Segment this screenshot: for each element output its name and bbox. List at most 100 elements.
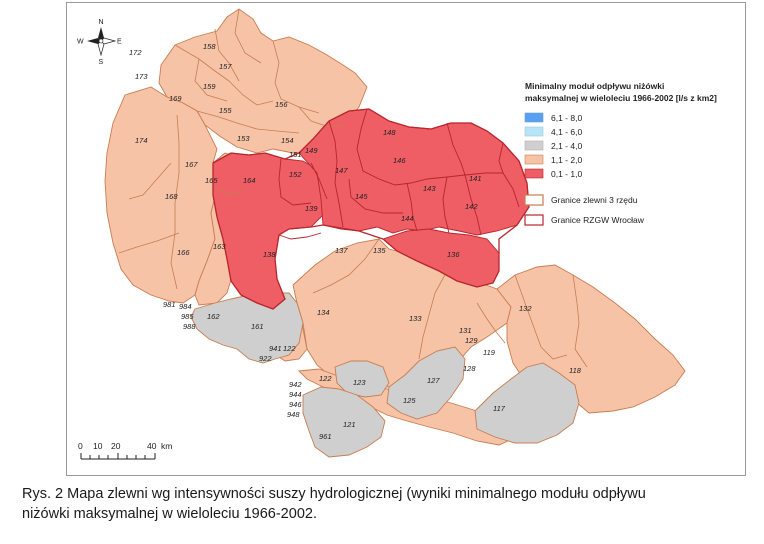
region-117 xyxy=(474,362,580,444)
legend-label: 0,1 - 1,0 xyxy=(551,169,582,179)
basin-label: 137 xyxy=(335,246,348,255)
map-frame: 158 172 157 173 159 169 155 156 174 153 … xyxy=(66,2,746,476)
red-inner-boundaries xyxy=(278,108,520,240)
scale-tick-label: 20 xyxy=(111,441,121,451)
compass-w: W xyxy=(77,39,84,46)
basin-label: 169 xyxy=(169,94,182,103)
basin-label: 122 xyxy=(283,344,296,353)
basin-label: 156 xyxy=(275,100,288,109)
basin-label: 984 xyxy=(179,302,192,311)
basin-label: 148 xyxy=(383,128,396,137)
basin-label: 168 xyxy=(165,192,178,201)
basin-label: 121 xyxy=(343,420,356,429)
basin-label: 161 xyxy=(251,322,264,331)
basin-label: 132 xyxy=(519,304,532,313)
region-125-127 xyxy=(386,346,466,420)
basin-label: 159 xyxy=(203,82,216,91)
basin-label: 158 xyxy=(203,42,216,51)
scale-tick-label: 40 xyxy=(147,441,157,451)
basin-label: 942 xyxy=(289,380,302,389)
basin-label: 164 xyxy=(243,176,256,185)
basin-label: 134 xyxy=(317,308,330,317)
legend-boundary-swatch xyxy=(524,214,544,226)
legend-title-line1: Minimalny moduł odpływu niżówki xyxy=(525,81,664,91)
basin-label: 119 xyxy=(483,348,496,357)
basin-label: 125 xyxy=(403,396,416,405)
basin-label: 172 xyxy=(129,48,142,57)
basin-label: 165 xyxy=(205,176,218,185)
legend-label: 2,1 - 4,0 xyxy=(551,141,582,151)
basin-label: 152 xyxy=(289,170,302,179)
basin-label: 922 xyxy=(259,354,272,363)
basin-label: 174 xyxy=(135,136,148,145)
west-upper-region xyxy=(104,86,218,304)
scale-bar: 0 10 20 40 km xyxy=(78,441,172,460)
basin-label: 147 xyxy=(335,166,348,175)
caption-line-1: Rys. 2 Mapa zlewni wg intensywności susz… xyxy=(22,486,646,502)
basin-label: 162 xyxy=(207,312,220,321)
basin-label: 127 xyxy=(427,376,440,385)
basin-label: 163 xyxy=(213,242,226,251)
legend-swatch xyxy=(524,140,544,151)
basin-label: 135 xyxy=(373,246,386,255)
legend-swatch xyxy=(524,168,544,179)
basin-label: 988 xyxy=(183,322,196,331)
basin-label: 946 xyxy=(289,400,302,409)
compass-e: E xyxy=(117,39,122,46)
basin-label: 985 xyxy=(181,312,194,321)
basin-label: 167 xyxy=(185,160,198,169)
legend-boundary-swatch xyxy=(524,194,544,206)
basin-labels: 158 172 157 173 159 169 155 156 174 153 … xyxy=(129,42,582,441)
basin-label: 122 xyxy=(319,374,332,383)
basin-label: 123 xyxy=(353,378,366,387)
basin-label: 981 xyxy=(163,300,176,309)
scale-unit: km xyxy=(161,441,172,451)
compass-rose-icon: N S E W xyxy=(77,19,122,66)
basin-label: 136 xyxy=(447,250,460,259)
basin-label: 173 xyxy=(135,72,148,81)
legend-title-line2: maksymalnej w wieloleciu 1966-2002 [l/s … xyxy=(525,93,717,103)
compass-n: N xyxy=(99,19,104,26)
legend-label: 1,1 - 2,0 xyxy=(551,155,582,165)
basin-label: 128 xyxy=(463,364,476,373)
region-121 xyxy=(302,386,386,458)
basin-label: 141 xyxy=(469,174,482,183)
basin-label: 166 xyxy=(177,248,190,257)
legend-boundary-label: Granice zlewni 3 rzędu xyxy=(551,195,638,205)
legend-swatch xyxy=(524,154,544,165)
basin-label: 133 xyxy=(409,314,422,323)
gray-regions xyxy=(190,292,580,458)
basin-label: 138 xyxy=(263,250,276,259)
legend: Minimalny moduł odpływu niżówki maksymal… xyxy=(524,81,717,226)
compass-s: S xyxy=(99,59,104,66)
basin-label: 151 xyxy=(289,150,302,159)
caption-line-2: niżówki maksymalnej w wieloleciu 1966-20… xyxy=(22,506,317,522)
basin-label: 154 xyxy=(281,136,294,145)
legend-swatch xyxy=(524,126,544,137)
basin-label: 129 xyxy=(465,336,478,345)
basin-label: 153 xyxy=(237,134,250,143)
legend-label: 6,1 - 8,0 xyxy=(551,113,582,123)
basin-label: 143 xyxy=(423,184,436,193)
basin-label: 948 xyxy=(287,410,300,419)
basin-label: 155 xyxy=(219,106,232,115)
legend-swatch xyxy=(524,112,544,123)
basin-label: 142 xyxy=(465,202,478,211)
inner-boundaries xyxy=(118,8,588,368)
drought-basin-map: 158 172 157 173 159 169 155 156 174 153 … xyxy=(77,8,717,460)
basin-label: 131 xyxy=(459,326,472,335)
basin-label: 146 xyxy=(393,156,406,165)
legend-label: 4,1 - 6,0 xyxy=(551,127,582,137)
basin-label: 961 xyxy=(319,432,332,441)
basin-label: 149 xyxy=(305,146,318,155)
legend-boundary-label: Granice RZGW Wrocław xyxy=(551,215,645,225)
basin-label: 144 xyxy=(401,214,414,223)
basin-label: 941 xyxy=(269,344,282,353)
scale-tick-label: 10 xyxy=(93,441,103,451)
figure-caption: Rys. 2 Mapa zlewni wg intensywności susz… xyxy=(22,484,762,524)
basin-label: 139 xyxy=(305,204,318,213)
scale-tick-label: 0 xyxy=(78,441,83,451)
region-123 xyxy=(334,360,390,398)
basin-label: 157 xyxy=(219,62,232,71)
basin-label: 944 xyxy=(289,390,302,399)
